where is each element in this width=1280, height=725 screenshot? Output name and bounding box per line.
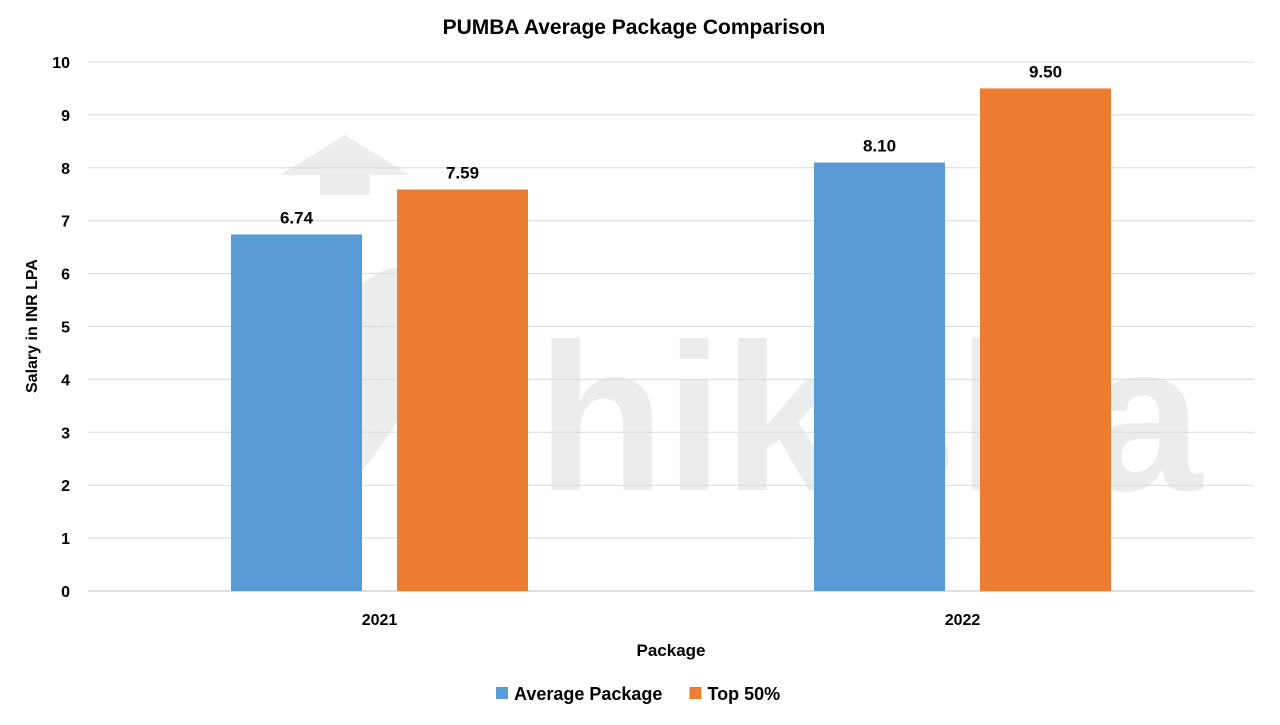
y-tick-label: 10	[52, 55, 70, 72]
y-tick-label: 9	[61, 108, 70, 125]
data-label: 6.74	[280, 208, 314, 227]
chart-title: PUMBA Average Package Comparison	[443, 16, 826, 39]
y-axis-label: Salary in INR LPA	[24, 259, 41, 393]
legend-swatch	[496, 687, 508, 699]
y-axis-ticks: 0 1 2 3 4 5 6 7 8 9 10	[52, 55, 70, 601]
y-tick-label: 2	[61, 478, 70, 495]
y-tick-label: 8	[61, 161, 70, 178]
bar-average-package-2021	[231, 234, 362, 592]
data-label: 8.10	[863, 137, 896, 156]
x-tick-label: 2022	[945, 612, 981, 629]
data-label: 9.50	[1029, 62, 1062, 81]
bar-average-package-2022	[814, 162, 945, 591]
y-tick-label: 4	[61, 372, 70, 389]
legend-label: Top 50%	[707, 684, 780, 704]
data-labels: 6.74 7.59 8.10 9.50	[280, 62, 1062, 227]
bars	[231, 88, 1111, 592]
legend-swatch	[689, 687, 702, 699]
bar-top-50--2022	[980, 88, 1111, 591]
legend-label: Average Package	[514, 684, 662, 704]
x-axis-ticks: 2021 2022	[362, 612, 981, 629]
y-tick-label: 0	[61, 584, 70, 601]
x-axis-label: Package	[637, 641, 706, 660]
y-tick-label: 6	[61, 267, 70, 284]
x-tick-label: 2021	[362, 612, 398, 629]
y-tick-label: 7	[61, 214, 70, 231]
bar-top-50--2021	[397, 189, 528, 591]
y-tick-label: 5	[61, 320, 70, 337]
y-tick-label: 3	[61, 425, 70, 442]
legend: Average Package Top 50%	[496, 684, 780, 704]
data-label: 7.59	[446, 163, 479, 182]
y-tick-label: 1	[61, 531, 70, 548]
